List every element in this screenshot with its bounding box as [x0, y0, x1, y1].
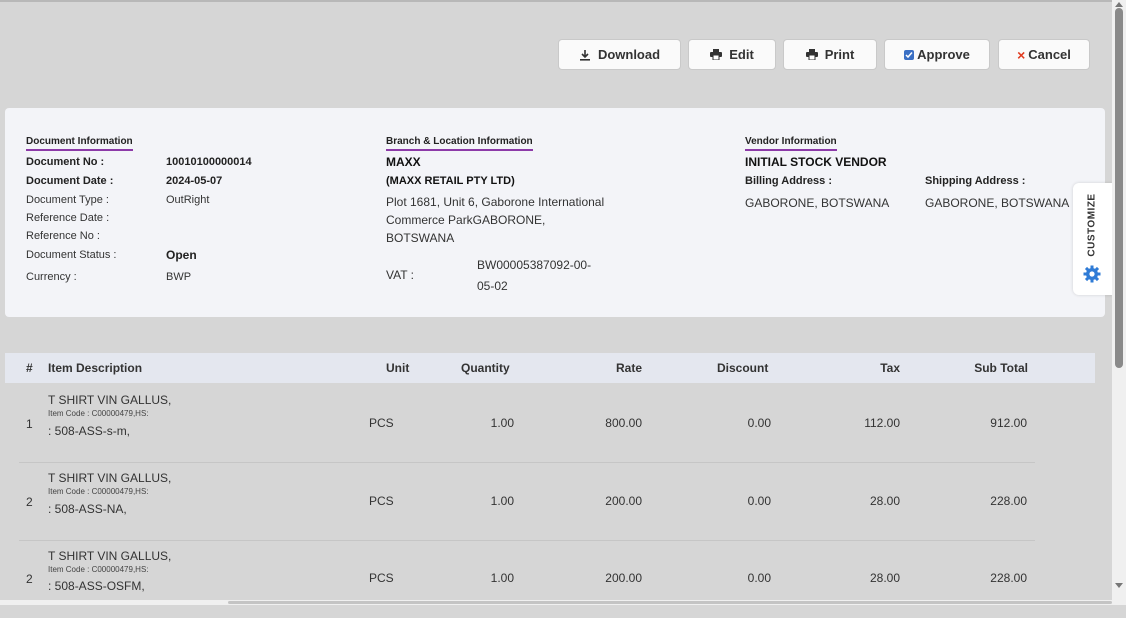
col-num-header: #	[26, 361, 33, 375]
branch-address-line-1: Plot 1681, Unit 6, Gaborone Internationa…	[386, 195, 605, 209]
branch-name: MAXX	[386, 155, 421, 169]
table-row: 1 T SHIRT VIN GALLUS, Item Code : C00000…	[19, 384, 1035, 463]
horizontal-scroll-thumb[interactable]	[228, 601, 1112, 604]
item-code: Item Code : C00000479,HS:	[48, 487, 149, 496]
item-sku: : 508-ASS-OSFM,	[48, 579, 145, 593]
item-sku: : 508-ASS-NA,	[48, 502, 127, 516]
branch-information-title: Branch & Location Information	[386, 136, 533, 151]
item-tax: 28.00	[869, 571, 900, 585]
item-code: Item Code : C00000479,HS:	[48, 565, 149, 574]
row-num: 2	[26, 495, 33, 509]
shipping-address-value: GABORONE, BOTSWANA	[925, 196, 1070, 210]
printer-icon	[710, 49, 723, 60]
item-subtotal: 228.00	[990, 494, 1027, 508]
col-discount-header: Discount	[717, 361, 769, 375]
item-code: Item Code : C00000479,HS:	[48, 409, 149, 418]
item-rate: 200.00	[605, 571, 642, 585]
item-unit: PCS	[369, 494, 394, 508]
item-discount: 0.00	[747, 494, 771, 508]
item-tax: 28.00	[869, 494, 900, 508]
currency-label: Currency :	[26, 271, 77, 283]
horizontal-scrollbar[interactable]	[0, 600, 1112, 605]
col-description-header: Item Description	[48, 361, 143, 375]
vat-value-line-2: 05-02	[477, 279, 508, 293]
reference-date-label: Reference Date :	[26, 212, 110, 224]
table-row: 2 T SHIRT VIN GALLUS, Item Code : C00000…	[19, 540, 1035, 618]
item-discount: 0.00	[747, 416, 771, 430]
item-subtotal: 228.00	[990, 571, 1027, 585]
vertical-scrollbar[interactable]	[1112, 0, 1126, 605]
scroll-down-arrow-icon[interactable]	[1115, 583, 1123, 588]
document-no-label: Document No :	[26, 156, 105, 168]
row-num: 1	[26, 417, 33, 431]
item-subtotal: 912.00	[990, 416, 1027, 430]
document-info-card: Document Information Document No : 10010…	[5, 108, 1105, 317]
item-unit: PCS	[369, 571, 394, 585]
col-tax-header: Tax	[880, 361, 900, 375]
item-rate: 200.00	[605, 494, 642, 508]
cancel-label: Cancel	[1028, 47, 1071, 62]
document-type-value: OutRight	[166, 194, 210, 206]
vertical-scroll-thumb[interactable]	[1115, 8, 1123, 368]
item-unit: PCS	[369, 416, 394, 430]
item-description: T SHIRT VIN GALLUS,	[48, 393, 172, 407]
item-description: T SHIRT VIN GALLUS,	[48, 549, 172, 563]
billing-address-label: Billing Address :	[745, 175, 832, 187]
approve-label: Approve	[917, 47, 970, 62]
vendor-information-title: Vendor Information	[745, 136, 837, 151]
document-type-label: Document Type :	[26, 194, 109, 206]
item-tax: 112.00	[864, 416, 900, 430]
print-button[interactable]: Print	[783, 39, 877, 70]
download-label: Download	[597, 47, 661, 62]
vat-label: VAT :	[386, 268, 415, 282]
item-description: T SHIRT VIN GALLUS,	[48, 471, 172, 485]
document-status-label: Document Status :	[26, 249, 117, 261]
top-border	[0, 0, 1112, 2]
download-button[interactable]: Download	[558, 39, 681, 70]
cancel-button[interactable]: × Cancel	[998, 39, 1090, 70]
item-quantity: 1.00	[490, 494, 514, 508]
reference-no-label: Reference No :	[26, 230, 100, 242]
download-icon	[579, 49, 591, 61]
approve-button[interactable]: Approve	[884, 39, 990, 70]
billing-address-value: GABORONE, BOTSWANA	[745, 196, 890, 210]
branch-company: (MAXX RETAIL PTY LTD)	[386, 175, 515, 187]
document-information-title: Document Information	[26, 136, 133, 151]
items-table-header: # Item Description Unit Quantity Rate Di…	[5, 353, 1095, 383]
scroll-up-arrow-icon[interactable]	[1115, 2, 1123, 7]
item-sku: : 508-ASS-s-m,	[48, 424, 131, 438]
item-rate: 800.00	[605, 416, 642, 430]
col-subtotal-header: Sub Total	[974, 361, 1028, 375]
print-label: Print	[824, 47, 855, 62]
gear-icon	[1083, 265, 1101, 288]
document-date-value: 2024-05-07	[166, 175, 223, 187]
table-row: 2 T SHIRT VIN GALLUS, Item Code : C00000…	[19, 462, 1035, 541]
vat-value-line-1: BW00005387092-00-	[477, 258, 592, 272]
item-quantity: 1.00	[490, 571, 514, 585]
checkbox-checked-icon	[904, 49, 915, 60]
printer-icon	[805, 49, 818, 60]
col-rate-header: Rate	[615, 361, 642, 375]
row-num: 2	[26, 572, 33, 586]
item-quantity: 1.00	[490, 416, 514, 430]
edit-button[interactable]: Edit	[688, 39, 776, 70]
branch-address-line-3: BOTSWANA	[386, 231, 455, 245]
document-status-value: Open	[166, 248, 197, 262]
document-date-label: Document Date :	[26, 175, 114, 187]
branch-address-line-2: Commerce ParkGABORONE,	[386, 213, 546, 227]
col-unit-header: Unit	[386, 361, 410, 375]
edit-label: Edit	[729, 47, 754, 62]
customize-label: CUSTOMIZE	[1086, 193, 1098, 257]
customize-tab[interactable]: CUSTOMIZE	[1073, 183, 1113, 295]
close-icon: ×	[1017, 46, 1026, 63]
document-no-value: 10010100000014	[166, 156, 252, 168]
currency-value: BWP	[166, 271, 192, 283]
col-quantity-header: Quantity	[461, 361, 510, 375]
shipping-address-label: Shipping Address :	[925, 175, 1026, 187]
vendor-name: INITIAL STOCK VENDOR	[745, 155, 887, 169]
item-discount: 0.00	[747, 571, 771, 585]
